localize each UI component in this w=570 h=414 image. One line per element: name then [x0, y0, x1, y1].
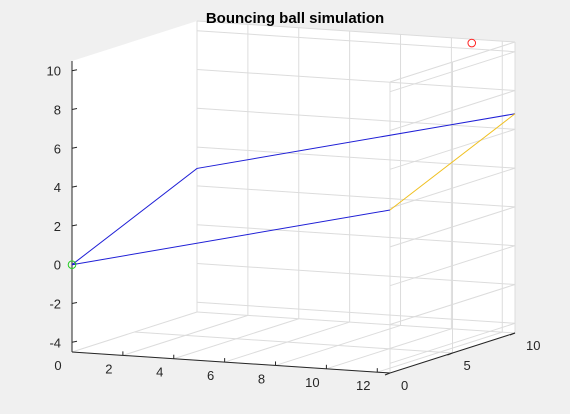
z-tick-label: 4	[54, 180, 61, 195]
y-tick-label: 5	[464, 358, 471, 373]
x-tick-label: 2	[105, 361, 112, 376]
x-tick-label: 6	[207, 368, 214, 383]
z-tick-label: -2	[49, 297, 61, 312]
chart-title: Bouncing ball simulation	[206, 10, 384, 27]
y-tick-label: 0	[401, 378, 408, 393]
x-tick-label: 8	[258, 371, 265, 386]
z-tick-label: -4	[49, 335, 61, 350]
x-tick-label: 0	[54, 358, 61, 373]
z-tick-label: 8	[54, 103, 61, 118]
x-tick-label: 4	[156, 365, 163, 380]
x-tick-label: 12	[356, 378, 370, 393]
y-tick-label: 10	[526, 338, 540, 353]
z-tick-label: 10	[47, 64, 61, 79]
x-tick-label: 10	[305, 375, 319, 390]
z-tick-label: 0	[54, 258, 61, 273]
z-tick-label: 2	[54, 219, 61, 234]
z-tick-label: 6	[54, 141, 61, 156]
